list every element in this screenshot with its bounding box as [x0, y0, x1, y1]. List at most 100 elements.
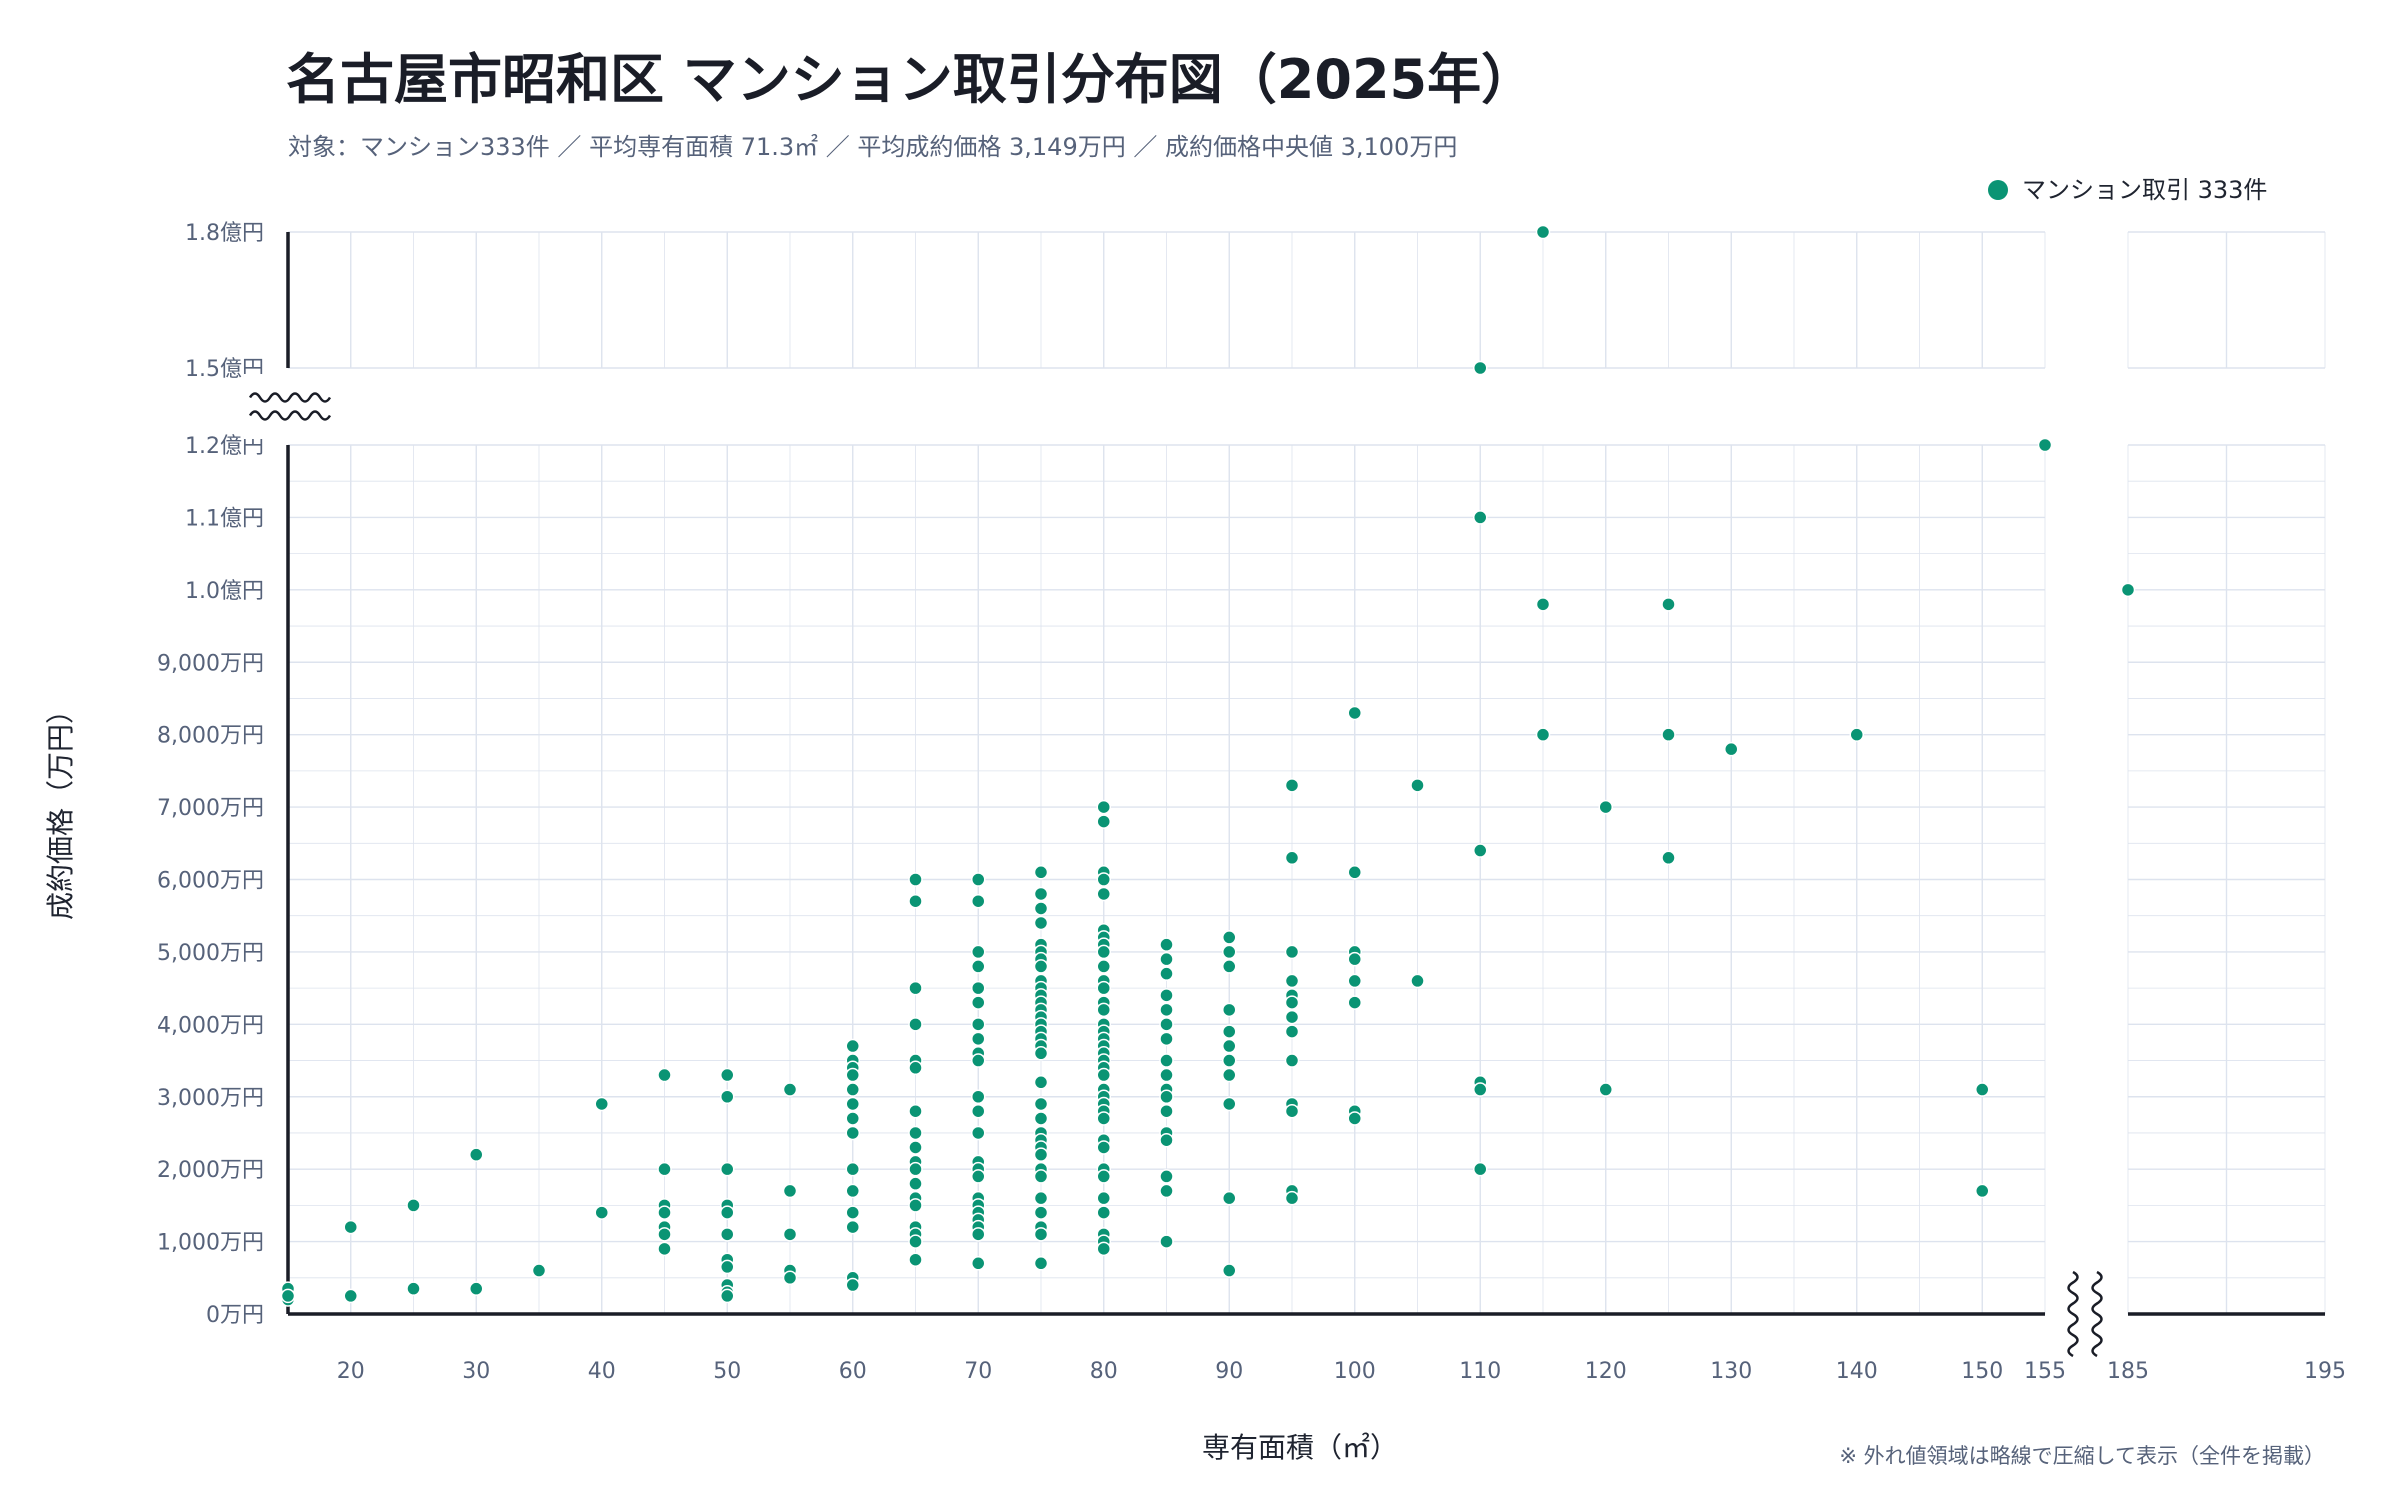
x-tick-label: 120	[1585, 1359, 1627, 1384]
data-point	[1284, 995, 1300, 1010]
axis-breaks	[244, 374, 2103, 1358]
data-point	[1284, 1190, 1300, 1206]
data-point	[469, 1147, 484, 1162]
data-point	[1284, 1009, 1300, 1025]
data-point	[845, 1125, 860, 1141]
data-point	[1724, 741, 1739, 757]
data-point	[406, 1198, 421, 1213]
data-point	[1033, 901, 1049, 916]
data-point	[1159, 951, 1174, 967]
data-point	[1033, 959, 1049, 974]
data-point	[1284, 944, 1300, 960]
data-point	[1222, 944, 1237, 960]
chart-subtitle: 対象：マンション333件 ／ 平均専有面積 71.3㎡ ／ 平均成約価格 3,1…	[288, 133, 1457, 161]
data-point	[845, 1205, 860, 1220]
y-tick-label: 6,000万円	[157, 869, 264, 894]
x-tick-label: 155	[2024, 1359, 2066, 1384]
y-tick-label: 0万円	[206, 1303, 264, 1328]
x-break-mark	[2091, 1270, 2103, 1358]
data-point	[1222, 1002, 1237, 1018]
data-point	[908, 1161, 923, 1177]
y-tick-label: 1.1億円	[185, 506, 264, 531]
legend-label: マンション取引 333件	[2022, 176, 2267, 204]
data-point	[469, 1281, 484, 1296]
data-point	[1159, 1031, 1174, 1047]
data-point	[1222, 1096, 1237, 1112]
data-point	[1096, 1205, 1111, 1220]
data-point	[720, 1288, 735, 1304]
data-point	[1096, 980, 1111, 996]
data-point	[845, 1038, 860, 1054]
data-point	[1096, 1169, 1111, 1184]
data-point	[845, 1183, 860, 1199]
x-tick-label: 50	[713, 1359, 741, 1384]
data-point	[1347, 995, 1362, 1010]
data-point	[1096, 814, 1111, 829]
data-point	[1598, 799, 1613, 815]
data-point	[1159, 1183, 1174, 1199]
data-point	[1347, 973, 1362, 989]
data-point	[908, 980, 923, 996]
y-tick-label: 1.0億円	[185, 579, 264, 604]
y-break-mark	[248, 410, 332, 421]
x-tick-label: 70	[964, 1359, 992, 1384]
data-point	[908, 1140, 923, 1155]
data-point	[1033, 915, 1049, 931]
data-point	[1222, 1038, 1237, 1054]
data-point	[1535, 224, 1551, 240]
data-point	[908, 1103, 923, 1119]
x-tick-label: 195	[2304, 1359, 2346, 1384]
data-point	[1159, 1053, 1174, 1068]
data-point	[1347, 951, 1362, 967]
x-axis-label: 専有面積（㎡）	[1202, 1431, 1398, 1464]
data-point	[1159, 966, 1174, 981]
axes	[286, 232, 2325, 1316]
data-point	[782, 1183, 798, 1199]
data-point	[657, 1161, 672, 1177]
data-point	[1033, 1147, 1049, 1162]
data-point	[908, 1234, 923, 1249]
data-point	[1222, 1190, 1237, 1206]
data-point	[1473, 360, 1488, 376]
y-tick-label: 3,000万円	[157, 1086, 264, 1111]
data-point	[845, 1067, 860, 1083]
data-point	[1096, 872, 1111, 887]
x-break-mark	[2067, 1270, 2079, 1358]
data-point	[971, 893, 986, 909]
data-point	[594, 1205, 609, 1220]
x-tick-label: 140	[1836, 1359, 1878, 1384]
data-point	[720, 1089, 735, 1104]
data-point	[657, 1067, 672, 1083]
data-point	[1159, 1234, 1174, 1249]
data-point	[1410, 973, 1425, 989]
x-tick-label: 80	[1090, 1359, 1118, 1384]
grid	[287, 231, 2326, 1315]
data-point	[1222, 1053, 1237, 1068]
data-point	[406, 1281, 421, 1296]
data-point	[1284, 1024, 1300, 1039]
data-point	[845, 1161, 860, 1177]
data-point	[1033, 1169, 1049, 1184]
data-point	[1033, 1046, 1049, 1061]
y-break-gap	[244, 374, 336, 439]
data-point	[720, 1161, 735, 1177]
data-point	[1033, 1205, 1049, 1220]
data-points	[280, 224, 2136, 1307]
data-point	[845, 1111, 860, 1126]
data-point	[1347, 705, 1362, 721]
data-point	[1159, 1089, 1174, 1104]
data-point	[1473, 1161, 1488, 1177]
data-point	[1159, 937, 1174, 952]
data-point	[1096, 1111, 1111, 1126]
data-point	[1096, 1002, 1111, 1018]
data-point	[1284, 973, 1300, 989]
data-point	[908, 1017, 923, 1032]
data-point	[1849, 727, 1864, 742]
x-tick-label: 130	[1710, 1359, 1752, 1384]
data-point	[908, 1125, 923, 1141]
data-point	[531, 1263, 547, 1278]
data-point	[1033, 886, 1049, 902]
data-point	[1347, 1111, 1362, 1126]
x-tick-label: 40	[588, 1359, 616, 1384]
